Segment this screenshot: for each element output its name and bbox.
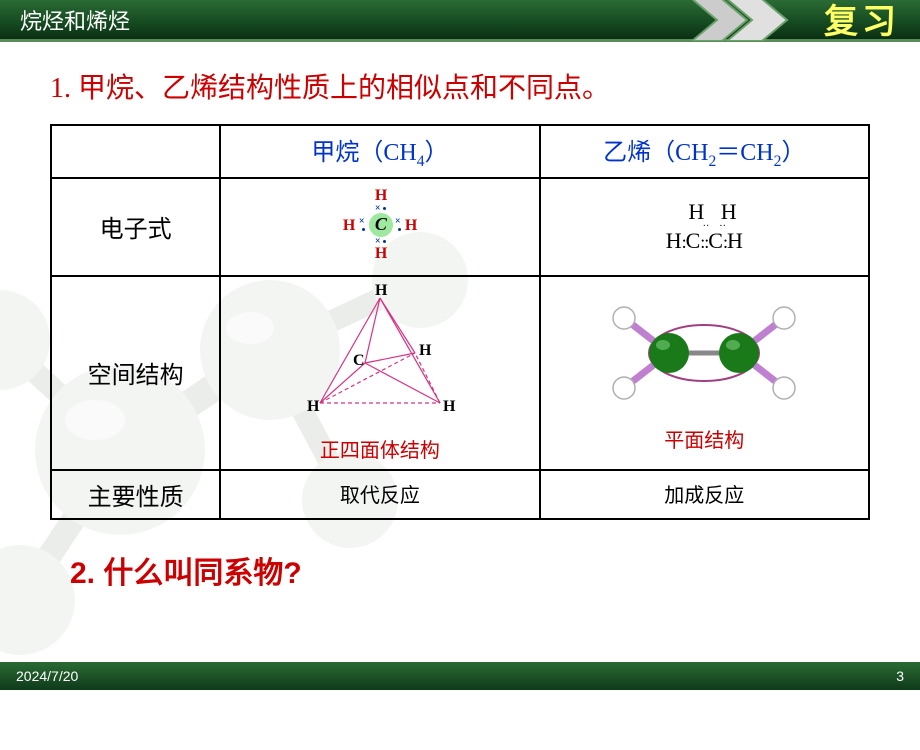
- svg-text:H: H: [375, 283, 388, 299]
- c2h4-lewis-diagram: H H ·· ·· H:C::C:H: [656, 194, 753, 259]
- cell-ch4-spatial: H H H H C 正四面体结构: [220, 276, 539, 470]
- cell-ch4-lewis: C H H H H × × × ×: [220, 178, 539, 276]
- table-row-properties: 主要性质 取代反应 加成反应: [51, 470, 869, 519]
- header-left-title: 烷烃和烯烃: [20, 4, 130, 36]
- ch4-x: ×: [375, 237, 381, 247]
- ch4-property-text: 取代反应: [340, 485, 420, 507]
- svg-text:H: H: [443, 398, 456, 415]
- rowlabel-electron: 电子式: [51, 178, 220, 276]
- cell-c2h4-property: 加成反应: [540, 470, 869, 519]
- cell-ch4-property: 取代反应: [220, 470, 539, 519]
- footer-date: 2024/7/20: [16, 668, 78, 684]
- c2h4-property-text: 加成反应: [664, 485, 744, 507]
- slide-footer: 2024/7/20 3: [0, 662, 920, 690]
- table-header-row: 甲烷（CH4） 乙烯（CH2＝CH2）: [51, 125, 869, 178]
- ch4-dot: [362, 228, 365, 231]
- svg-text:H: H: [419, 342, 432, 359]
- ch4-dot: [383, 240, 386, 243]
- table-row-spatial: 空间结构 H: [51, 276, 869, 470]
- c2h4-main-row: H:C::C:H: [666, 229, 743, 253]
- ch4-x: ×: [395, 217, 401, 227]
- hdr-ch4-suffix: ）: [424, 140, 448, 166]
- cell-c2h4-spatial: 平面结构: [540, 276, 869, 470]
- ch4-dot: [383, 207, 386, 210]
- ch4-center-atom: C: [369, 213, 393, 237]
- slide-content: 1. 甲烷、乙烯结构性质上的相似点和不同点。 甲烷（CH4） 乙烯（CH2＝CH…: [0, 42, 920, 592]
- question-1-text: 1. 甲烷、乙烯结构性质上的相似点和不同点。: [50, 66, 880, 106]
- ch4-x: ×: [375, 204, 381, 214]
- ch4-x: ×: [359, 217, 365, 227]
- comparison-table: 甲烷（CH4） 乙烯（CH2＝CH2） 电子式 C H H H H ×: [50, 124, 870, 520]
- table-hdr-ethene: 乙烯（CH2＝CH2）: [540, 125, 869, 178]
- ch4-lewis-diagram: C H H H H × × × ×: [325, 185, 435, 269]
- header-right-title: 复习: [824, 0, 900, 43]
- slide-header: 烷烃和烯烃 复习: [0, 0, 920, 42]
- footer-page-number: 3: [896, 668, 904, 684]
- question-2-text: 2. 什么叫同系物?: [70, 548, 880, 592]
- ch4-tetrahedron-diagram: H H H H C: [285, 283, 475, 423]
- hdr-c2h4-suffix: ）: [781, 140, 805, 166]
- c2h4-spatial-caption: 平面结构: [545, 424, 864, 453]
- hdr-c2h4-prefix: 乙烯（CH: [603, 140, 708, 166]
- table-row-electron: 电子式 C H H H H × × ×: [51, 178, 869, 276]
- ch4-dot: [398, 228, 401, 231]
- svg-text:C: C: [353, 352, 365, 369]
- header-right-wrap: 复习: [692, 0, 900, 43]
- cell-c2h4-lewis: H H ·· ·· H:C::C:H: [540, 178, 869, 276]
- header-chevron-icon: [692, 0, 832, 41]
- ch4-spatial-caption: 正四面体结构: [225, 434, 534, 463]
- svg-text:H: H: [307, 398, 320, 415]
- c2h4-3d-diagram: [599, 293, 809, 413]
- ch4-h-right: H: [405, 217, 417, 235]
- table-hdr-methane: 甲烷（CH4）: [220, 125, 539, 178]
- rowlabel-properties: 主要性质: [51, 470, 220, 519]
- hdr-ch4-prefix: 甲烷（CH: [311, 140, 416, 166]
- hdr-c2h4-mid: ＝CH: [716, 140, 773, 166]
- ch4-h-left: H: [343, 217, 355, 235]
- table-hdr-blank: [51, 125, 220, 178]
- rowlabel-spatial: 空间结构: [51, 276, 220, 470]
- ch4-h-bottom: H: [375, 245, 387, 263]
